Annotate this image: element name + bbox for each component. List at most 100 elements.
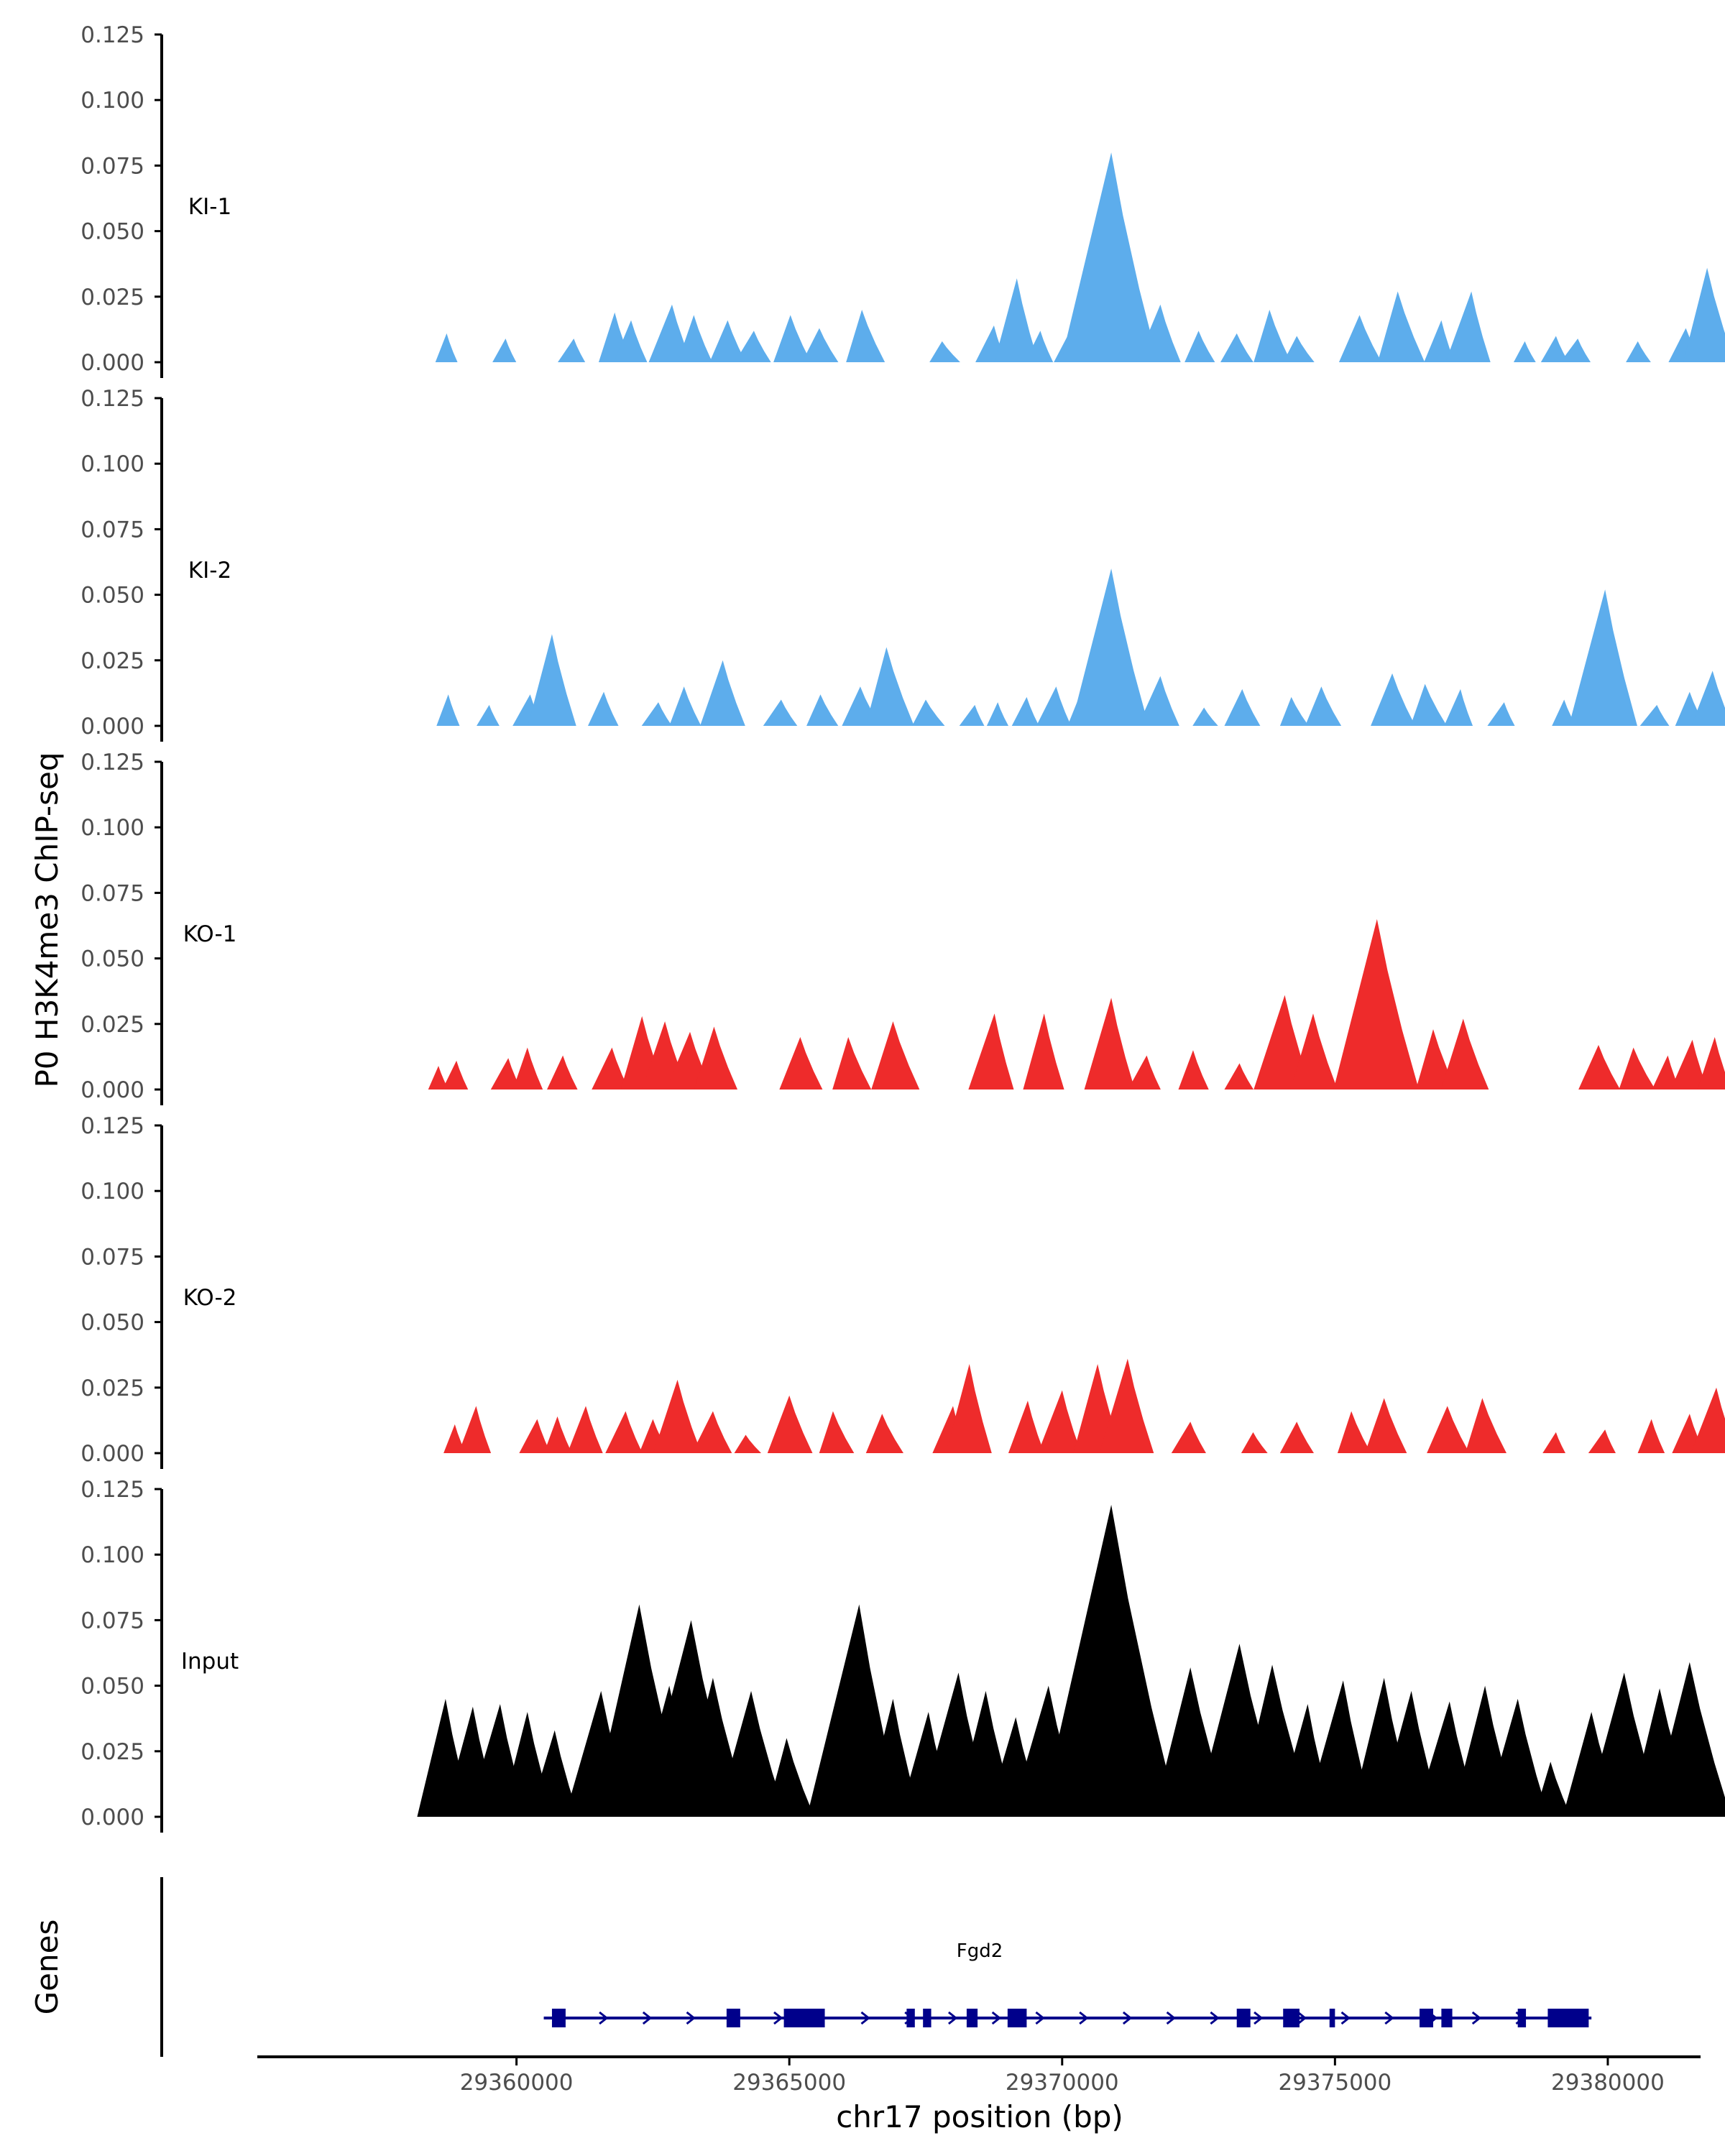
- signal-peak: [587, 691, 619, 726]
- signal-peak: [1626, 341, 1651, 362]
- signal-peak: [1254, 310, 1292, 362]
- signal-peak: [945, 1363, 992, 1453]
- signal-peak: [1071, 568, 1149, 726]
- signal-peak: [1184, 331, 1215, 362]
- signal-peak: [1279, 1422, 1315, 1453]
- y-tick-label: 0.025: [80, 1376, 144, 1401]
- signal-peak: [1023, 1013, 1064, 1089]
- signal-peak: [986, 702, 1009, 726]
- signal-peak: [691, 1411, 732, 1453]
- gene-exon: [1283, 2009, 1300, 2027]
- signal-peak: [1254, 995, 1312, 1089]
- signal-peak: [677, 315, 713, 362]
- signal-peak: [1427, 1406, 1470, 1453]
- signal-peak: [492, 338, 517, 362]
- y-tick-label: 0.000: [80, 1805, 144, 1830]
- signal-peak: [1040, 1504, 1179, 1817]
- signal-peak: [1008, 1401, 1044, 1453]
- signal-peak: [1670, 1039, 1708, 1089]
- y-tick-label: 0.000: [80, 350, 144, 376]
- track-ki-1: 0.000 0.025 0.050 0.075 0.100 0.125 KI-1: [80, 22, 1725, 378]
- signal-peak: [436, 694, 460, 726]
- y-tick-label: 0.100: [80, 815, 144, 841]
- signal-peak: [929, 341, 960, 362]
- signal-peak: [543, 1416, 572, 1453]
- signal-peak: [528, 634, 576, 726]
- signal-peak: [700, 660, 745, 726]
- y-axis-title: P0 H3K4me3 ChIP-seq: [29, 752, 65, 1087]
- signal-peak: [519, 1419, 551, 1453]
- signal-peak: [1560, 338, 1591, 362]
- y-tick-label: 0.100: [80, 1542, 144, 1568]
- signal-peak: [613, 320, 648, 362]
- gene-model: [543, 2009, 1592, 2027]
- signal-peak: [1424, 320, 1455, 362]
- signal-peak: [765, 1738, 814, 1817]
- signal-peak: [1637, 1419, 1665, 1453]
- x-axis: 29360000 29365000 29370000 29375000 29380000: [257, 2055, 1701, 2096]
- genes-axis-title: Genes: [29, 1920, 65, 2015]
- strand-arrow: [1079, 2011, 1089, 2025]
- y-tick-label: 0.000: [80, 1077, 144, 1103]
- strand-arrow: [1254, 2011, 1264, 2025]
- signal-peak: [1578, 1044, 1621, 1089]
- signal-peak: [1650, 1662, 1725, 1817]
- signal-peak: [458, 1406, 492, 1453]
- signal-peak: [1691, 671, 1725, 726]
- gene-exon: [551, 2009, 566, 2027]
- signal-peak: [735, 331, 771, 362]
- signal-peak: [1619, 1047, 1656, 1089]
- y-tick-label: 0.025: [80, 285, 144, 310]
- gene-exon: [923, 2009, 932, 2027]
- signal-peak: [1333, 918, 1420, 1089]
- track-label: Input: [181, 1649, 239, 1674]
- signal-tracks: 0.0000.0250.0500.0750.1000.125KI-10.0000…: [80, 22, 1725, 1833]
- signal-peak: [767, 1395, 813, 1453]
- signal-peak: [1241, 1432, 1268, 1453]
- strand-arrow: [642, 2011, 653, 2025]
- y-tick-label: 0.025: [80, 1739, 144, 1765]
- y-tick-label: 0.075: [80, 517, 144, 543]
- gene-exon: [726, 2009, 740, 2027]
- track-label: KO-1: [183, 921, 237, 947]
- signal-peak: [1283, 336, 1315, 362]
- strand-arrow: [1384, 2011, 1394, 2025]
- signal-peak: [716, 1690, 787, 1817]
- signal-peak: [863, 1698, 921, 1817]
- signal-peak: [734, 1434, 762, 1453]
- signal-peak: [1484, 1698, 1549, 1817]
- signal-peak: [512, 1047, 543, 1089]
- signal-peak: [1061, 152, 1159, 362]
- signal-peak: [1377, 291, 1425, 362]
- gene-exon: [1007, 2009, 1027, 2027]
- signal-peak: [763, 699, 798, 726]
- signal-peak: [1037, 1390, 1082, 1453]
- signal-peak: [846, 310, 886, 362]
- signal-peak: [694, 1026, 738, 1089]
- signal-peak: [477, 704, 500, 726]
- signal-peak: [592, 1047, 629, 1089]
- y-tick-label: 0.050: [80, 946, 144, 972]
- track-label: KI-1: [188, 194, 231, 220]
- signal-peak: [641, 702, 672, 726]
- gene-exon: [1329, 2009, 1335, 2027]
- track-ko-2: 0.000 0.025 0.050 0.075 0.100 0.125 KO-2: [80, 1113, 1725, 1469]
- signal-peak: [1138, 676, 1179, 726]
- strand-arrow: [599, 2011, 609, 2025]
- strand-arrow: [686, 2011, 696, 2025]
- signal-peak: [1364, 1398, 1407, 1453]
- signal-peak: [1136, 304, 1181, 362]
- signal-peak: [1690, 1387, 1725, 1453]
- track-label: KI-2: [188, 558, 231, 584]
- strand-arrow: [991, 2011, 1002, 2025]
- signal-peak: [528, 1730, 579, 1817]
- y-tick-label: 0.075: [80, 1244, 144, 1270]
- gene-exon: [906, 2009, 915, 2027]
- y-tick-label: 0.050: [80, 583, 144, 609]
- y-tick-label: 0.125: [80, 22, 144, 48]
- signal-peak: [1099, 1358, 1154, 1453]
- signal-peak: [653, 1379, 702, 1453]
- signal-peak: [1224, 688, 1261, 726]
- signal-peak: [1192, 707, 1218, 726]
- strand-arrow: [1122, 2011, 1133, 2025]
